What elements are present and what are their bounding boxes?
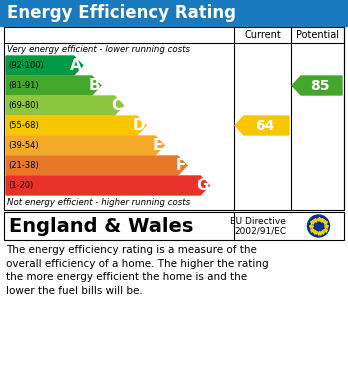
Text: England & Wales: England & Wales bbox=[9, 217, 193, 235]
Polygon shape bbox=[6, 56, 83, 75]
Text: D: D bbox=[133, 118, 145, 133]
Bar bbox=[4, 27, 344, 210]
Polygon shape bbox=[6, 116, 146, 135]
Polygon shape bbox=[292, 76, 342, 95]
Polygon shape bbox=[6, 76, 101, 95]
Polygon shape bbox=[6, 136, 164, 155]
Text: Very energy efficient - lower running costs: Very energy efficient - lower running co… bbox=[7, 45, 190, 54]
Polygon shape bbox=[6, 176, 209, 195]
Text: Energy Efficiency Rating: Energy Efficiency Rating bbox=[7, 4, 236, 22]
Text: EU Directive: EU Directive bbox=[230, 217, 286, 226]
Bar bbox=[0, 0, 348, 26]
Text: (81-91): (81-91) bbox=[8, 81, 39, 90]
Text: (69-80): (69-80) bbox=[8, 101, 39, 110]
Text: (21-38): (21-38) bbox=[8, 161, 39, 170]
Text: E: E bbox=[153, 138, 163, 153]
Polygon shape bbox=[235, 116, 289, 135]
Circle shape bbox=[308, 215, 330, 237]
Text: B: B bbox=[88, 78, 100, 93]
Text: Not energy efficient - higher running costs: Not energy efficient - higher running co… bbox=[7, 198, 190, 207]
Polygon shape bbox=[6, 156, 187, 175]
Text: Potential: Potential bbox=[296, 30, 339, 40]
Text: F: F bbox=[175, 158, 186, 173]
Text: 64: 64 bbox=[255, 118, 274, 133]
Text: 2002/91/EC: 2002/91/EC bbox=[234, 226, 286, 235]
Polygon shape bbox=[6, 96, 124, 115]
Text: 85: 85 bbox=[310, 79, 329, 93]
Text: G: G bbox=[196, 178, 208, 193]
Text: (92-100): (92-100) bbox=[8, 61, 44, 70]
Text: (1-20): (1-20) bbox=[8, 181, 33, 190]
Text: C: C bbox=[111, 98, 122, 113]
Text: (55-68): (55-68) bbox=[8, 121, 39, 130]
Text: The energy efficiency rating is a measure of the
overall efficiency of a home. T: The energy efficiency rating is a measur… bbox=[6, 245, 269, 296]
Text: A: A bbox=[70, 58, 82, 73]
Bar bbox=[4, 212, 344, 240]
Text: (39-54): (39-54) bbox=[8, 141, 39, 150]
Text: Current: Current bbox=[244, 30, 281, 40]
